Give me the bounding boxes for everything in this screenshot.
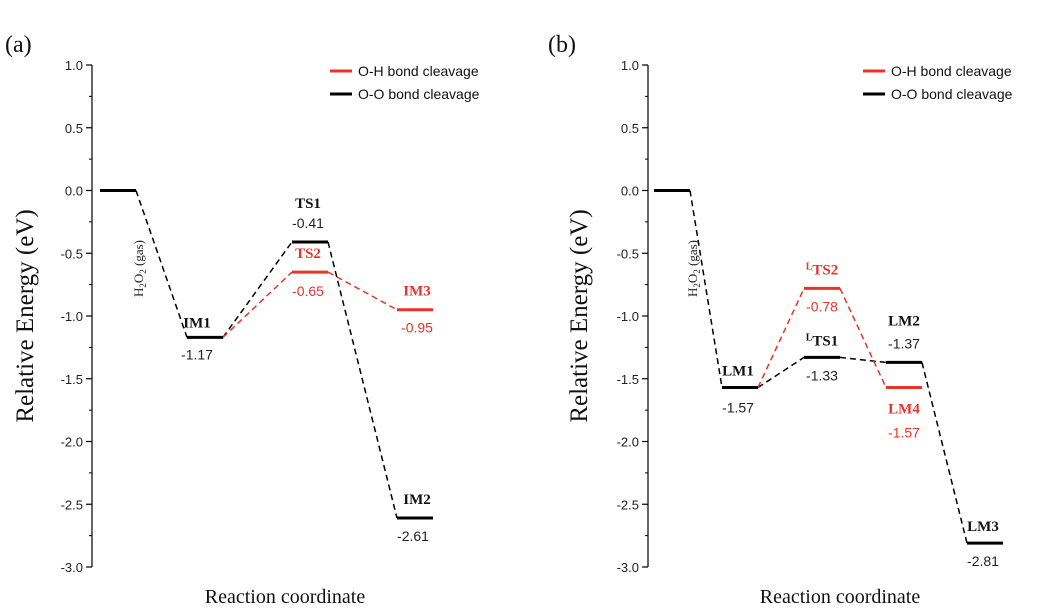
- y-tick-label: -2.0: [61, 435, 83, 450]
- panel-label: (b): [548, 32, 576, 58]
- energy-path-LM2-LM3: [921, 362, 968, 544]
- level-name-LM1: LM1: [722, 364, 754, 380]
- y-tick-label: -2.5: [61, 497, 83, 512]
- energy-path-LTS1-LM2: [839, 356, 887, 364]
- level-value-IM3: -0.95: [401, 320, 433, 336]
- y-tick-label: 0.0: [621, 184, 639, 199]
- level-value-LTS2: -0.78: [806, 298, 838, 314]
- y-tick-label: 1.0: [65, 58, 83, 73]
- y-tick-label: -1.5: [617, 372, 639, 387]
- chart-panel: (b) 1.0 0.5 0.0 -0.5 -1.0 -1.5 -2.0 -2.5 -3.0 Rela…: [548, 32, 1013, 608]
- y-tick-label: 0.5: [621, 121, 639, 136]
- y-tick-label: -0.5: [61, 246, 83, 261]
- y-tick-label: -1.0: [617, 309, 639, 324]
- y-tick-label: -2.5: [617, 497, 639, 512]
- level-name-TS2: TS2: [295, 246, 321, 262]
- level-name-LM3: LM3: [967, 519, 999, 535]
- y-tick-label: -3.0: [61, 560, 83, 575]
- energy-path-IM1-TS2: [222, 271, 293, 338]
- level-name-LTS2: LTS2: [806, 261, 839, 278]
- x-axis-title: Reaction coordinate: [205, 586, 366, 608]
- y-tick-label: -1.5: [61, 372, 83, 387]
- panel-label: (a): [5, 32, 32, 58]
- legend-label: O-O bond cleavage: [891, 86, 1013, 102]
- level-value-LTS1: -1.33: [806, 367, 838, 383]
- level-name-TS1: TS1: [295, 196, 321, 212]
- level-name-LTS1: LTS1: [806, 332, 839, 349]
- legend-label: O-H bond cleavage: [891, 63, 1012, 79]
- level-name-h2o2: H2O2 (gas): [685, 240, 702, 297]
- level-name-IM2: IM2: [403, 492, 431, 508]
- level-value-TS1: -0.41: [292, 215, 324, 231]
- y-tick-label: -1.0: [61, 309, 83, 324]
- y-tick-label: 1.0: [621, 58, 639, 73]
- x-axis-title: Reaction coordinate: [760, 586, 921, 608]
- level-value-LM2: -1.37: [888, 335, 920, 351]
- level-value-IM1: -1.17: [181, 346, 213, 362]
- y-tick-label: 0.0: [65, 184, 83, 199]
- level-value-LM4: -1.57: [888, 425, 920, 441]
- energy-path-IM1-TS1: [222, 241, 293, 338]
- legend-label: O-O bond cleavage: [358, 86, 480, 102]
- legend-label: O-H bond cleavage: [358, 63, 479, 79]
- level-value-LM3: -2.81: [967, 553, 999, 569]
- level-name-IM1: IM1: [183, 315, 211, 331]
- energy-path-LM1-LTS2: [757, 288, 805, 388]
- energy-path-h2o2-LM1: [689, 190, 723, 388]
- level-value-LM1: -1.57: [722, 400, 754, 416]
- level-value-IM2: -2.61: [397, 528, 429, 544]
- energy-path-TS2-IM3: [327, 271, 398, 311]
- level-name-h2o2: H2O2 (gas): [131, 240, 148, 297]
- level-value-TS2: -0.65: [292, 283, 324, 299]
- energy-path-LM1-LTS1: [757, 356, 805, 389]
- energy-path-h2o2-IM1: [135, 190, 188, 338]
- y-tick-label: -2.0: [617, 435, 639, 450]
- chart-panel: (a) 1.0 0.5 0.0 -0.5 -1.0 -1.5 -2.0 -2.5 -3.0 Rela…: [5, 32, 480, 608]
- y-tick-label: -0.5: [617, 246, 639, 261]
- y-axis-title: Relative Energy (eV): [12, 209, 39, 422]
- y-axis-title: Relative Energy (eV): [566, 209, 593, 422]
- level-name-LM4: LM4: [888, 402, 920, 418]
- y-tick-label: 0.5: [65, 121, 83, 136]
- y-tick-label: -3.0: [617, 560, 639, 575]
- energy-path-TS1-IM2: [327, 241, 398, 519]
- level-name-LM2: LM2: [888, 313, 920, 329]
- level-name-IM3: IM3: [403, 284, 431, 300]
- energy-path-LTS2-LM4: [839, 288, 887, 388]
